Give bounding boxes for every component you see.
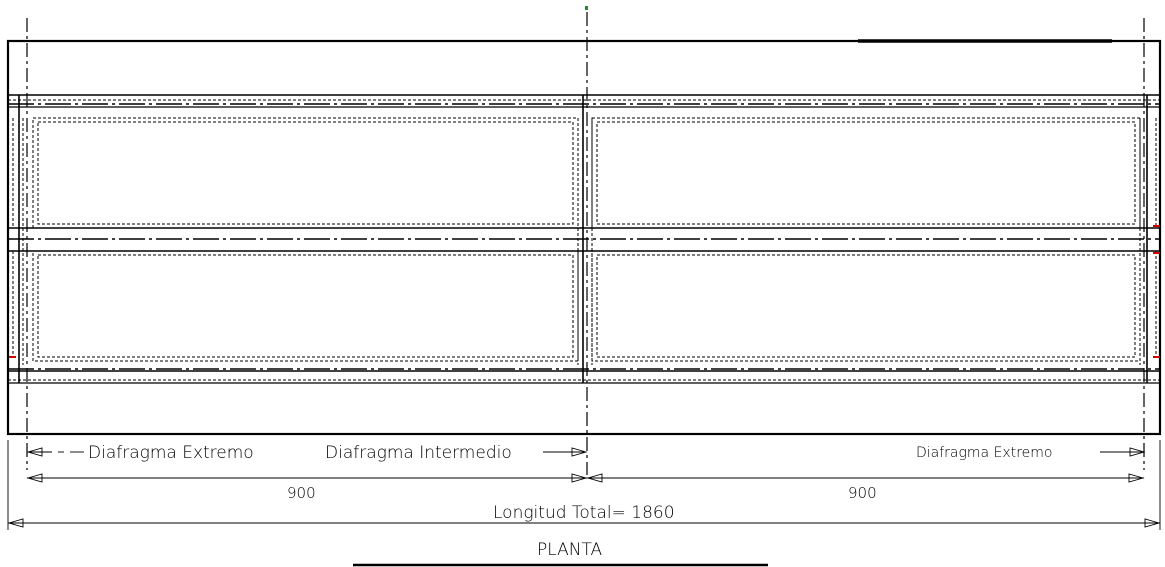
arrow-span-right-start [586,473,603,483]
arrow-span-left-start [26,473,43,483]
label-diafragma-intermedio: Diafragma Intermedio [325,443,512,463]
panel-bottom-right-inner [596,254,1136,358]
panel-bottom-right-outer [591,250,1141,362]
panel-bottom-left-outer [32,250,579,362]
label-diafragma-extremo-left: Diafragma Extremo [88,443,254,463]
panel-bottom-left-inner [37,254,574,358]
panel-top-right-inner [596,121,1136,225]
label-span-right: 900 [848,484,877,502]
arrow-span-right-end [1128,473,1145,483]
label-diafragma-extremo-right: Diafragma Extremo [916,445,1052,461]
panel-top-left-inner [37,121,574,225]
arrow-total-start [7,518,24,528]
arrow-intermedio [571,447,588,457]
arrow-total-end [1144,518,1161,528]
arrow-extremo-right [1129,447,1146,457]
label-span-left: 900 [287,484,316,502]
drawing-title: PLANTA [537,540,603,560]
arrow-span-left-end [571,473,588,483]
label-longitud-total: Longitud Total= 1860 [493,503,675,523]
green-marker-top [585,6,588,10]
panel-top-left-outer [32,117,579,229]
deck-outline [6,39,1162,436]
panel-top-right-outer [591,117,1141,229]
arrow-extremo-left [26,447,43,457]
